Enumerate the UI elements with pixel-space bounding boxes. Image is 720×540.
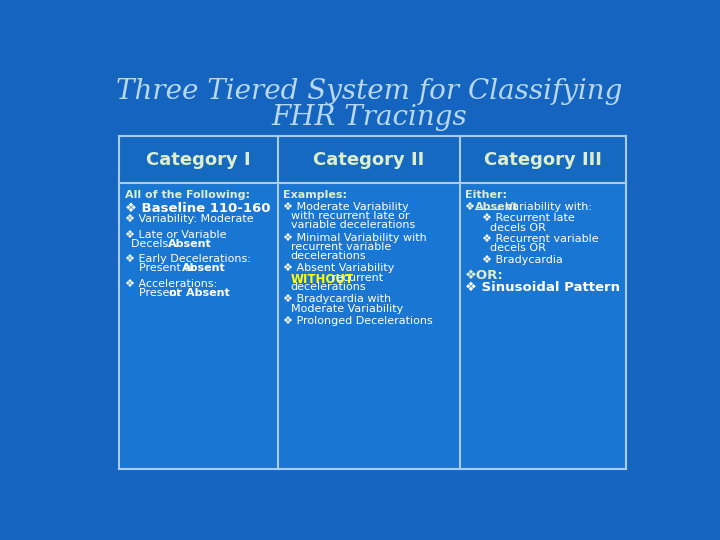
Text: ❖ Baseline 110-160: ❖ Baseline 110-160 — [125, 202, 271, 215]
Text: with recurrent late or: with recurrent late or — [291, 211, 409, 221]
Text: decels OR: decels OR — [490, 244, 546, 253]
Text: ❖ Absent Variability: ❖ Absent Variability — [283, 264, 395, 273]
Text: Absent: Absent — [168, 239, 211, 249]
Text: Present or: Present or — [139, 264, 199, 273]
Text: ❖ Moderate Variability: ❖ Moderate Variability — [283, 202, 409, 212]
Text: ❖ Sinusoidal Pattern: ❖ Sinusoidal Pattern — [465, 281, 620, 294]
Text: ❖ Accelerations:: ❖ Accelerations: — [125, 279, 217, 289]
Bar — [277, 184, 459, 469]
Text: ❖ Recurrent variable: ❖ Recurrent variable — [482, 234, 599, 244]
Text: recurrent variable: recurrent variable — [291, 242, 391, 252]
Text: ❖ Prolonged Decelerations: ❖ Prolonged Decelerations — [283, 316, 433, 326]
Text: decels OR: decels OR — [490, 222, 546, 233]
Text: Three Tiered System for Classifying: Three Tiered System for Classifying — [116, 78, 622, 105]
Text: decelerations: decelerations — [291, 282, 366, 292]
Text: recurrent: recurrent — [328, 273, 383, 283]
Bar — [277, 136, 459, 184]
Text: ❖ Variability: Moderate: ❖ Variability: Moderate — [125, 214, 253, 224]
Bar — [459, 136, 626, 184]
Bar — [459, 184, 626, 469]
Text: decelerations: decelerations — [291, 251, 366, 261]
Text: All of the Following:: All of the Following: — [125, 190, 250, 200]
Bar — [120, 184, 277, 469]
Text: or Absent: or Absent — [169, 288, 230, 298]
Text: Present: Present — [139, 288, 184, 298]
Text: Absent: Absent — [181, 264, 225, 273]
Text: ❖ Bradycardia: ❖ Bradycardia — [482, 255, 563, 265]
Text: FHR Tracings: FHR Tracings — [271, 104, 467, 131]
Text: Absent: Absent — [475, 202, 519, 212]
Text: ❖ Bradycardia with: ❖ Bradycardia with — [283, 294, 391, 304]
Text: Variability with:: Variability with: — [503, 202, 593, 212]
Text: ❖ Late or Variable: ❖ Late or Variable — [125, 230, 226, 240]
Text: Decels:: Decels: — [131, 239, 182, 249]
Text: ❖ Early Decelerations:: ❖ Early Decelerations: — [125, 254, 251, 264]
Text: Category II: Category II — [313, 151, 424, 168]
Text: ❖OR:: ❖OR: — [465, 269, 504, 282]
Text: Category I: Category I — [146, 151, 251, 168]
Text: Moderate Variability: Moderate Variability — [291, 303, 403, 314]
Text: WITHOUT: WITHOUT — [291, 273, 354, 286]
Bar — [120, 136, 277, 184]
Text: Either:: Either: — [465, 190, 507, 200]
Text: variable decelerations: variable decelerations — [291, 220, 415, 231]
Text: Category III: Category III — [484, 151, 602, 168]
Text: ❖ Minimal Variability with: ❖ Minimal Variability with — [283, 233, 427, 242]
Text: Examples:: Examples: — [283, 190, 347, 200]
Text: ❖: ❖ — [465, 202, 479, 212]
Text: ❖ Recurrent late: ❖ Recurrent late — [482, 213, 575, 224]
